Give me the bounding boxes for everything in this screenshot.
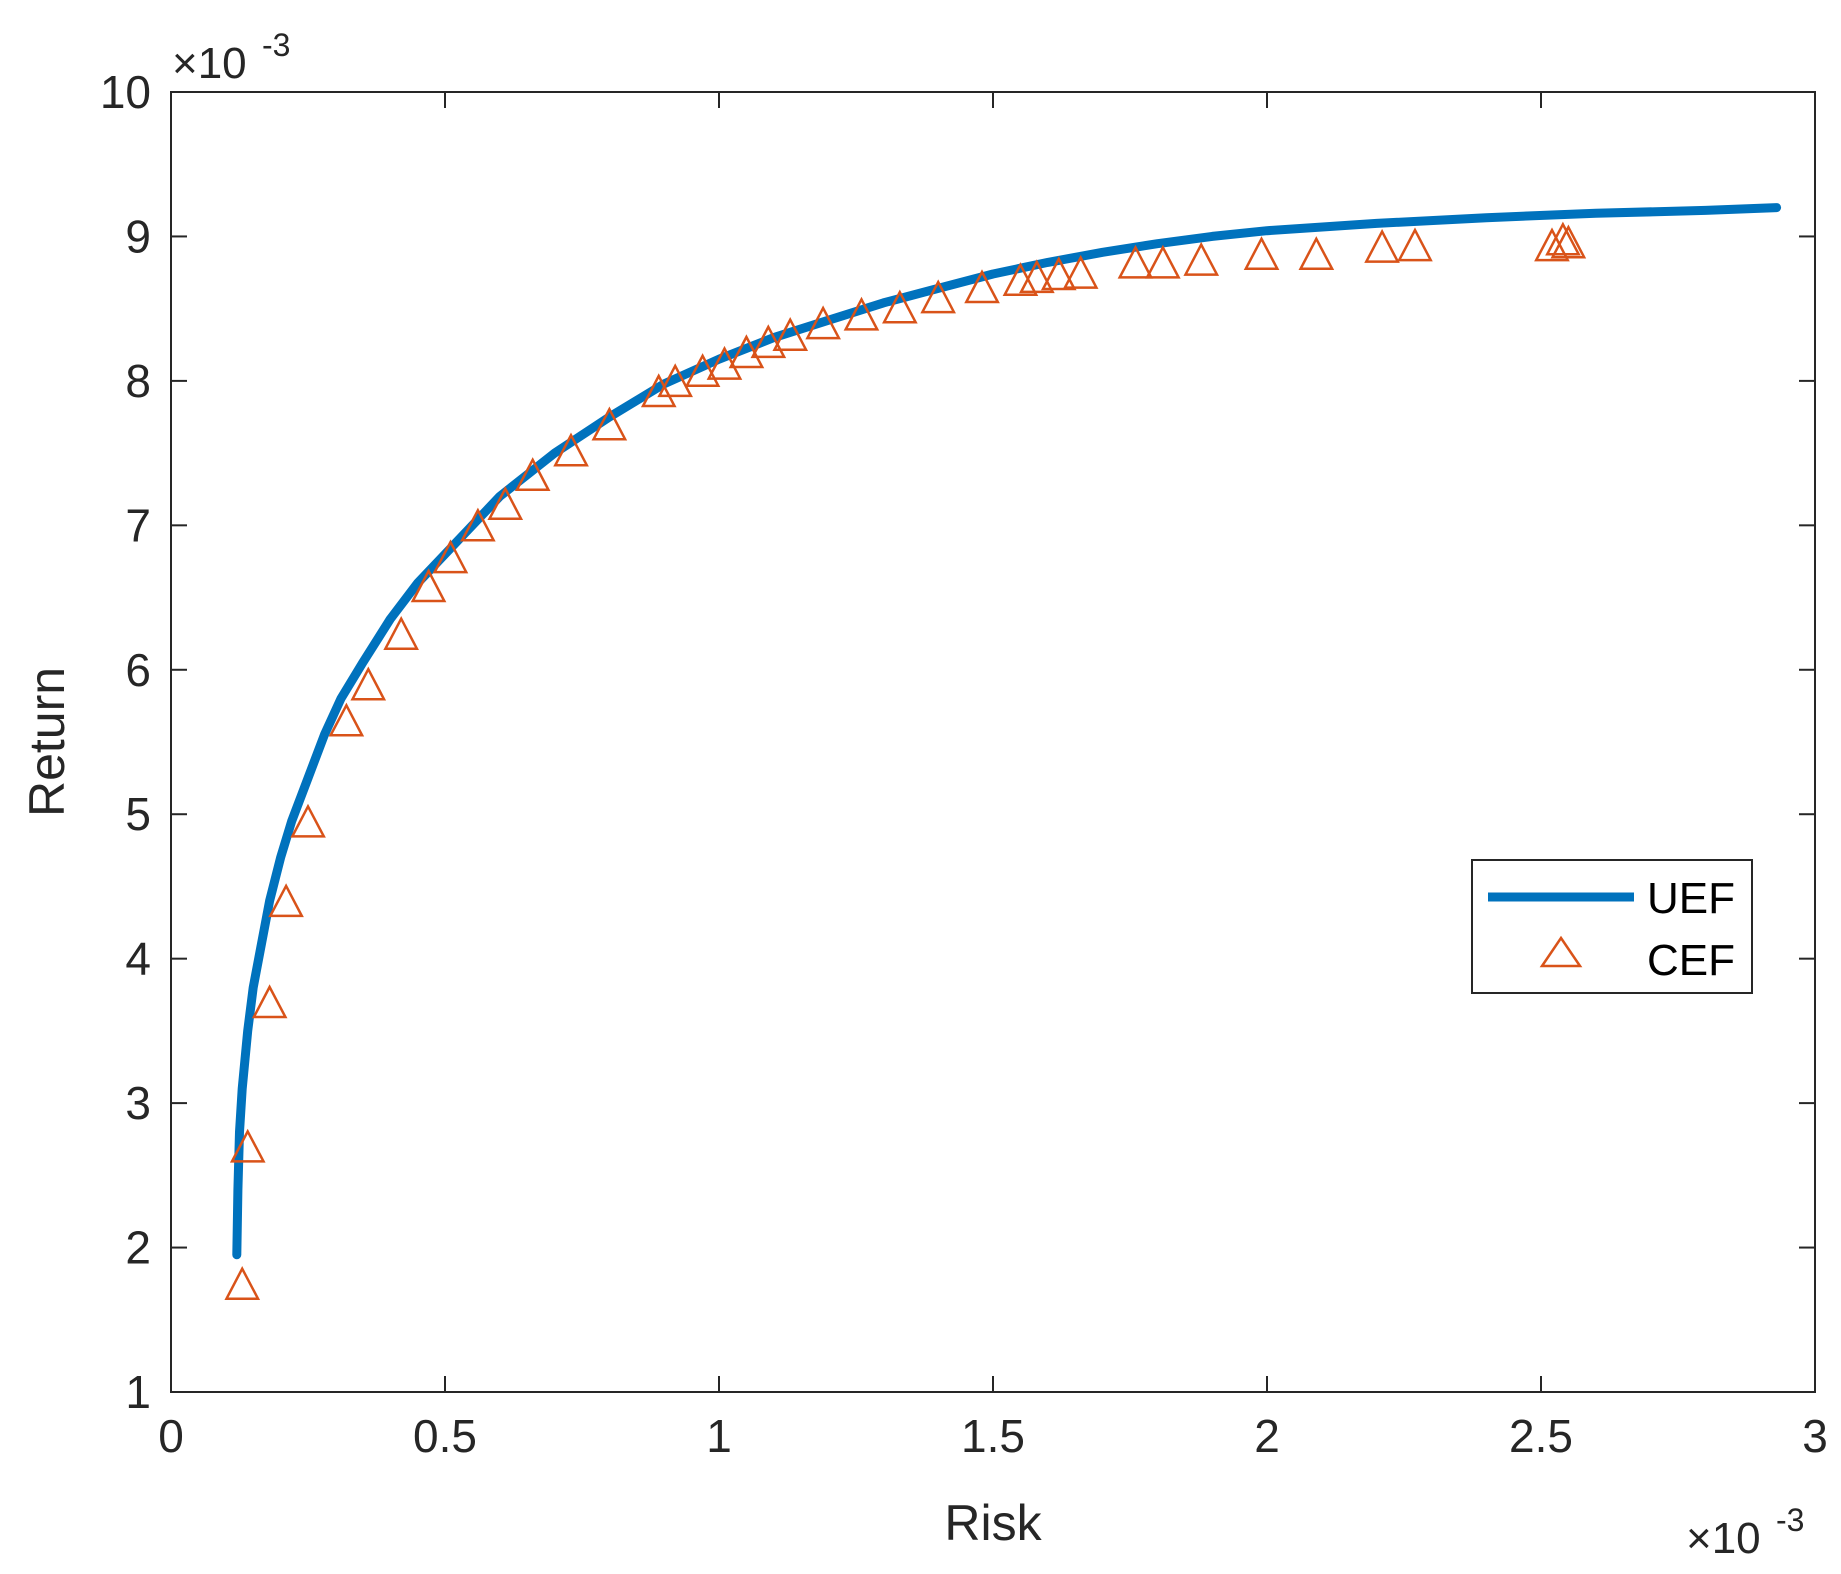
x-tick-label: 1.5 — [961, 1410, 1025, 1462]
x-exponent-power: -3 — [1776, 1502, 1804, 1538]
cef-marker — [224, 1266, 261, 1300]
cef-marker — [657, 363, 693, 398]
x-axis-label: Risk — [944, 1495, 1042, 1551]
y-tick-label: 2 — [125, 1222, 151, 1274]
cef-marker — [514, 457, 551, 492]
cef-marker — [460, 507, 496, 542]
y-tick-label: 1 — [125, 1366, 151, 1418]
tick-labels: 0 0.5 1 1.5 2 2.5 3 1 2 3 4 5 6 7 8 9 10 — [100, 66, 1828, 1462]
y-exponent-power: -3 — [262, 27, 290, 63]
cef-marker — [383, 616, 419, 650]
y-exponent-base: ×10 — [172, 39, 247, 88]
x-tick-label: 0 — [158, 1410, 184, 1462]
cef-marker — [964, 269, 1000, 304]
x-tick-label: 3 — [1802, 1410, 1828, 1462]
cef-marker — [640, 373, 677, 408]
cef-marker — [843, 296, 880, 331]
y-tick-label: 7 — [125, 499, 151, 551]
axis-ticks — [170, 91, 1816, 1393]
cef-marker — [1545, 221, 1581, 256]
y-tick-label: 5 — [125, 788, 151, 840]
legend: UEF CEF — [1471, 859, 1753, 994]
y-axis-exponent: ×10 -3 — [172, 27, 290, 88]
cef-marker — [1019, 259, 1055, 294]
cef-marker — [772, 317, 809, 351]
cef-marker — [920, 279, 956, 314]
legend-uef-label: UEF — [1647, 874, 1735, 923]
y-axis-label: Return — [19, 667, 75, 817]
plot-area — [170, 91, 1816, 1393]
cef-marker — [487, 486, 524, 520]
legend-box — [1471, 859, 1753, 994]
cef-marker — [229, 1128, 266, 1163]
y-tick-label: 8 — [125, 355, 151, 407]
cef-marker — [432, 539, 469, 574]
cef-marker — [1145, 244, 1181, 279]
cef-marker — [251, 984, 288, 1019]
cef-marker — [410, 568, 447, 603]
cef-marker — [591, 406, 628, 441]
y-tick-label: 6 — [125, 644, 151, 696]
cef-marker — [1298, 236, 1335, 271]
cef-marker — [268, 883, 304, 918]
y-tick-label: 9 — [125, 210, 151, 262]
cef-marker — [882, 289, 918, 324]
cef-marker — [1183, 241, 1220, 276]
y-tick-label: 4 — [125, 933, 151, 985]
cef-marker — [1364, 228, 1400, 263]
y-tick-label: 3 — [125, 1077, 151, 1129]
cef-marker — [328, 702, 365, 737]
x-tick-label: 0.5 — [413, 1410, 477, 1462]
x-tick-label: 2 — [1254, 1410, 1280, 1462]
x-axis-exponent: ×10 -3 — [1686, 1502, 1804, 1563]
y-tick-label: 10 — [100, 66, 151, 118]
cef-marker — [750, 324, 787, 359]
x-tick-label: 2.5 — [1509, 1410, 1573, 1462]
cef-marker — [1040, 256, 1077, 291]
cef-marker — [1550, 224, 1587, 259]
cef-marker — [553, 432, 589, 467]
cef-marker — [1397, 227, 1433, 262]
x-exponent-base: ×10 — [1686, 1514, 1761, 1563]
cef-marker — [350, 666, 387, 701]
x-tick-label: 1 — [706, 1410, 732, 1462]
legend-cef-swatch — [1539, 935, 1583, 968]
uef-line — [232, 203, 1782, 1260]
cef-marker — [684, 353, 721, 388]
cef-marker — [290, 803, 326, 838]
cef-marker — [1062, 254, 1099, 289]
legend-cef-label: CEF — [1647, 936, 1735, 985]
cef-marker — [1243, 236, 1280, 271]
cef-marker — [1117, 244, 1154, 279]
cef-marker — [805, 305, 841, 340]
